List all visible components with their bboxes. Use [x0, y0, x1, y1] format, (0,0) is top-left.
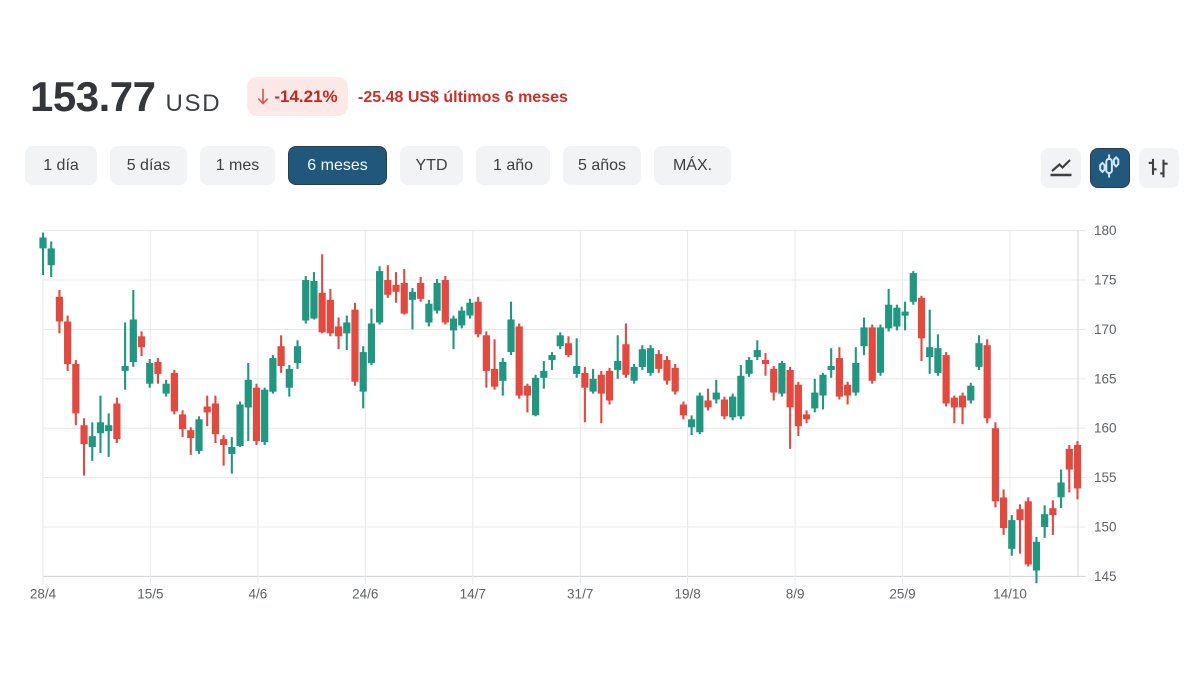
svg-text:31/7: 31/7 — [567, 587, 593, 602]
svg-text:15/5: 15/5 — [137, 587, 163, 602]
svg-text:160: 160 — [1094, 421, 1117, 436]
svg-text:24/6: 24/6 — [352, 587, 378, 602]
svg-text:165: 165 — [1094, 371, 1117, 386]
svg-text:155: 155 — [1094, 470, 1117, 485]
svg-text:28/4: 28/4 — [30, 587, 57, 602]
svg-text:14/7: 14/7 — [460, 587, 486, 602]
svg-text:19/8: 19/8 — [674, 587, 700, 602]
svg-text:8/9: 8/9 — [786, 587, 805, 602]
svg-text:150: 150 — [1094, 520, 1117, 535]
svg-text:145: 145 — [1094, 569, 1117, 584]
svg-text:4/6: 4/6 — [249, 587, 268, 602]
svg-text:175: 175 — [1094, 273, 1117, 288]
svg-text:170: 170 — [1094, 322, 1117, 337]
svg-text:180: 180 — [1094, 223, 1117, 238]
svg-text:25/9: 25/9 — [889, 587, 915, 602]
svg-text:14/10: 14/10 — [993, 587, 1027, 602]
